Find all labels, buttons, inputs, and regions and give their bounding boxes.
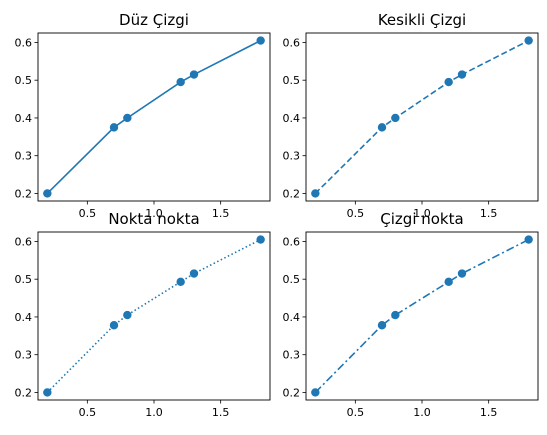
data-point: [444, 77, 453, 87]
data-point: [43, 388, 52, 397]
subplot-4: Çizgi nokta 0.5 1.0 1.5 0.2 0.3 0.4 0.5 0.6: [283, 210, 539, 419]
data-point: [391, 310, 400, 320]
axes-frame: [37, 32, 271, 202]
data-point: [377, 321, 387, 330]
axes-frame: [305, 231, 539, 401]
y-tick-label: 0.3: [283, 349, 301, 362]
data-point: [457, 70, 467, 79]
y-tick-label: 0.2: [283, 187, 301, 200]
y-tick-label: 0.2: [15, 386, 33, 399]
subplot-3: Nokta nokta 0.5 1.0 1.5 0.2 0.3 0.4 0.5 0.6: [15, 210, 271, 419]
axes-frame: [305, 32, 539, 202]
x-tick-label: 1.0: [413, 406, 431, 419]
series-line: [314, 238, 530, 394]
data-point: [256, 235, 265, 244]
y-tick-label: 0.5: [15, 273, 33, 286]
subplot-title: Nokta nokta: [108, 210, 199, 228]
y-tick-label: 0.5: [283, 273, 301, 286]
y-tick-label: 0.6: [15, 235, 33, 248]
y-tick-label: 0.5: [15, 74, 33, 87]
data-point: [524, 235, 533, 244]
data-point: [457, 269, 467, 278]
data-point: [377, 123, 387, 132]
data-point: [189, 70, 199, 79]
y-tick-label: 0.4: [283, 112, 301, 125]
data-point: [109, 123, 119, 132]
data-point: [123, 113, 132, 123]
y-tick-label: 0.4: [15, 311, 33, 324]
axes-frame: [37, 231, 271, 401]
subplot-2: Kesikli Çizgi 0.5 1.0 1.5 0.2 0.3 0.4 0.5 0.6: [283, 11, 539, 220]
data-point: [176, 277, 185, 287]
x-tick-label: 0.5: [347, 207, 365, 220]
x-tick-label: 0.5: [347, 406, 365, 419]
y-tick-label: 0.4: [283, 311, 301, 324]
y-tick-label: 0.6: [283, 235, 301, 248]
y-tick-label: 0.6: [283, 36, 301, 49]
x-tick-label: 1.0: [145, 207, 163, 220]
data-point: [391, 113, 400, 123]
subplot-title: Çizgi nokta: [380, 210, 463, 228]
data-point: [524, 36, 533, 45]
x-tick-label: 1.5: [480, 406, 498, 419]
subplot-title: Düz Çizgi: [119, 11, 189, 29]
data-point: [123, 310, 132, 320]
data-point: [311, 189, 320, 198]
x-tick-label: 1.5: [480, 207, 498, 220]
data-point: [109, 321, 119, 330]
y-tick-label: 0.4: [15, 112, 33, 125]
x-tick-label: 1.0: [145, 406, 163, 419]
x-tick-label: 0.5: [79, 406, 97, 419]
data-point: [189, 269, 199, 278]
series-line: [314, 39, 530, 195]
series-line: [46, 39, 262, 195]
y-tick-label: 0.2: [283, 386, 301, 399]
data-point: [444, 277, 453, 287]
y-tick-label: 0.3: [15, 150, 33, 163]
y-tick-label: 0.2: [15, 187, 33, 200]
x-tick-label: 1.0: [413, 207, 431, 220]
x-tick-label: 0.5: [79, 207, 97, 220]
data-point: [176, 77, 185, 87]
subplot-title: Kesikli Çizgi: [378, 11, 466, 29]
x-tick-label: 1.5: [212, 207, 230, 220]
x-tick-label: 1.5: [212, 406, 230, 419]
y-tick-label: 0.5: [283, 74, 301, 87]
subplot-1: Düz Çizgi 0.5 1.0 1.5 0.2 0.3 0.4 0.5 0.6: [15, 11, 271, 220]
series-line: [46, 238, 262, 394]
y-tick-label: 0.3: [283, 150, 301, 163]
data-point: [311, 388, 320, 397]
y-tick-label: 0.6: [15, 36, 33, 49]
y-tick-label: 0.3: [15, 349, 33, 362]
data-point: [43, 189, 52, 198]
data-point: [256, 36, 265, 45]
